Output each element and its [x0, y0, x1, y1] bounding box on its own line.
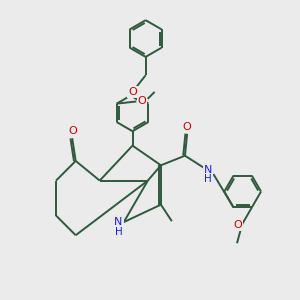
Text: O: O — [138, 96, 146, 106]
Text: O: O — [128, 87, 137, 97]
Text: N: N — [114, 217, 123, 227]
Text: H: H — [204, 174, 212, 184]
Text: O: O — [183, 122, 191, 132]
Text: H: H — [115, 227, 122, 237]
Text: O: O — [69, 126, 77, 136]
Text: N: N — [203, 165, 212, 175]
Text: O: O — [233, 220, 242, 230]
